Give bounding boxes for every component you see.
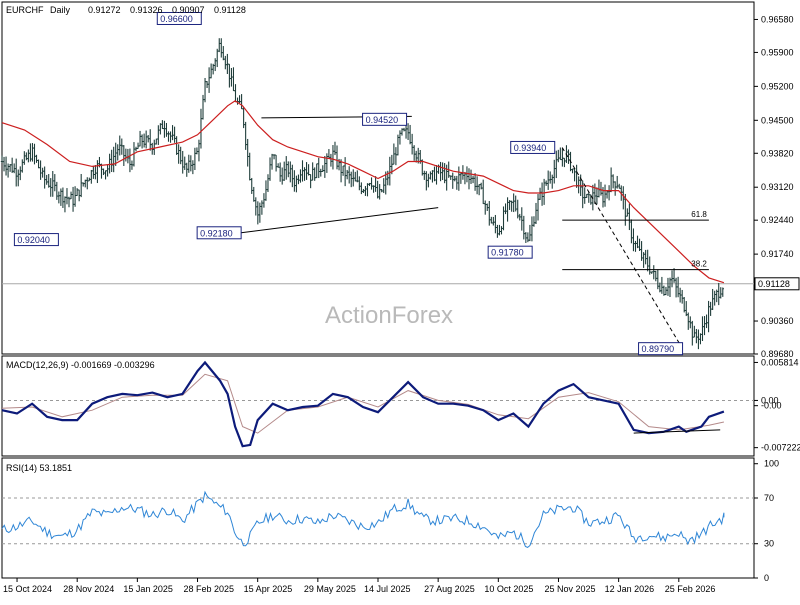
x-tick-label: 15 Oct 2024: [3, 584, 52, 594]
swing-annotation-box: [156, 11, 202, 25]
macd-y-tick-label: -0.007222: [761, 443, 800, 453]
x-tick-label: 27 Aug 2025: [424, 584, 475, 594]
macd-panel-frame: [1, 355, 755, 457]
swing-annotation-box: [510, 140, 556, 154]
y-tick-label: 0.91740: [761, 249, 794, 259]
y-tick-label: 0.90360: [761, 316, 794, 326]
main-panel-frame: [1, 1, 755, 355]
swing-annotation-box: [638, 342, 684, 356]
macd-y-tick-label: 0.005814: [761, 357, 799, 367]
fib-level-label: 61.8: [691, 210, 707, 219]
y-tick-label: 0.93120: [761, 182, 794, 192]
swing-annotation-label: 0.92180: [200, 228, 233, 238]
macd-trendline: [633, 429, 721, 434]
rsi-y-tick-label: 0: [764, 573, 769, 583]
macd-y-tick-label: -0.00: [761, 401, 782, 411]
swing-annotation-box: [13, 233, 59, 247]
macd-line: [1, 360, 725, 448]
swing-annotation-label: 0.93940: [514, 143, 547, 153]
last-price-label: 0.91128: [758, 279, 790, 289]
x-tick-label: 15 Jan 2025: [123, 584, 173, 594]
y-tick-label: 0.96580: [761, 14, 794, 24]
rsi-y-tick-label: 70: [764, 493, 774, 503]
x-tick-label: 25 Feb 2026: [665, 584, 716, 594]
swing-annotation-label: 0.94520: [366, 115, 399, 125]
swing-annotation-box: [362, 112, 408, 126]
header-symbol: EURCHF: [6, 5, 44, 15]
last-price-box: [754, 277, 800, 291]
swing-annotation-label: 0.91780: [491, 248, 524, 258]
y-tick-label: 0.94500: [761, 115, 794, 125]
y-tick-label: 0.92440: [761, 215, 794, 225]
moving-average-line: [1, 100, 725, 284]
swing-annotation-box: [487, 245, 533, 259]
swing-annotation-label: 0.96600: [160, 14, 193, 24]
x-tick-label: 14 Jul 2025: [364, 584, 411, 594]
y-tick-label: 0.95200: [761, 81, 794, 91]
header-low: 0.90907: [172, 5, 205, 15]
x-tick-label: 28 Nov 2024: [63, 584, 114, 594]
watermark: ActionForex: [325, 302, 453, 329]
trendline: [561, 147, 684, 349]
y-tick-label: 0.93820: [761, 148, 794, 158]
trendline: [241, 207, 439, 234]
header-open: 0.91272: [88, 5, 121, 15]
macd-y-tick-label: 0.00: [761, 395, 779, 405]
rsi-y-tick-label: 30: [764, 539, 774, 549]
x-tick-label: 29 May 2025: [304, 584, 356, 594]
rsi-line: [1, 490, 725, 548]
x-tick-label: 28 Feb 2025: [184, 584, 235, 594]
rsi-label: RSI(14) 53.1851: [6, 463, 72, 473]
rsi-panel-frame: [1, 457, 755, 579]
x-tick-label: 12 Jan 2026: [605, 584, 655, 594]
header-timeframe: Daily: [50, 5, 71, 15]
swing-annotation-box: [196, 226, 242, 240]
y-tick-label: 0.95900: [761, 47, 794, 57]
x-tick-label: 10 Oct 2025: [484, 584, 533, 594]
swing-annotation-label: 0.89790: [642, 344, 675, 354]
header-close: 0.91128: [214, 5, 246, 15]
rsi-y-tick-label: 100: [764, 459, 779, 469]
header-high: 0.91326: [130, 5, 163, 15]
swing-annotation-label: 0.92040: [17, 235, 50, 245]
x-tick-label: 25 Nov 2025: [544, 584, 595, 594]
macd-label: MACD(12,26,9) -0.001669 -0.003296: [6, 360, 155, 370]
y-tick-label: 0.89680: [761, 349, 794, 359]
x-tick-label: 15 Apr 2025: [244, 584, 293, 594]
fib-level-label: 38.2: [691, 260, 707, 269]
